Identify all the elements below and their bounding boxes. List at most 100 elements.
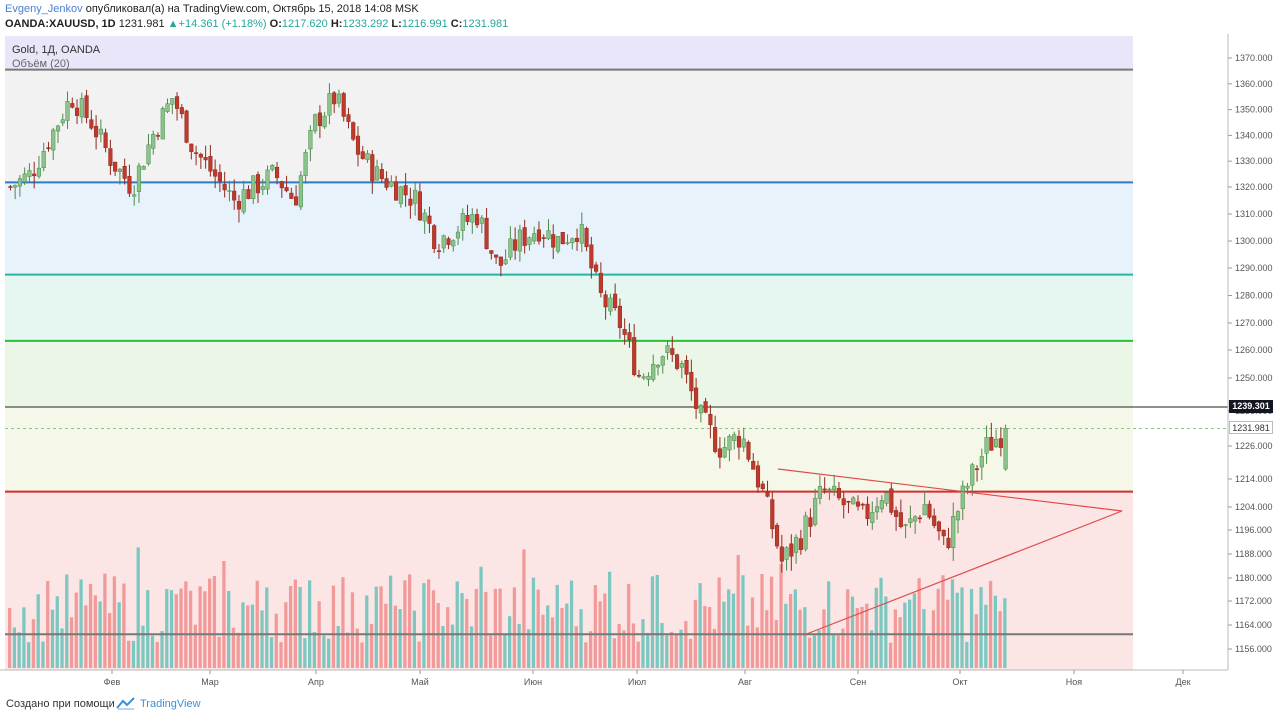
price-tick-label: 1290.000 (1235, 263, 1273, 273)
volume-bar (931, 610, 936, 668)
candle-body (208, 156, 213, 172)
candle-body (51, 129, 56, 151)
candle-body (294, 196, 299, 206)
candle-body (227, 190, 232, 192)
volume-bar (765, 610, 769, 668)
candle-body (827, 488, 832, 491)
candle-body (89, 119, 94, 129)
time-tick-label: Ноя (1066, 677, 1083, 687)
volume-bar (665, 635, 669, 668)
volume-bar (179, 588, 183, 668)
volume-bar (60, 628, 64, 668)
candle-body (70, 103, 75, 108)
author-link[interactable]: Evgeny_Jenkov (5, 3, 83, 15)
time-tick-label: Июл (628, 677, 646, 687)
candle-body (898, 512, 903, 527)
candle-body (970, 464, 975, 486)
price-axis: 1370.000 1360.000 1350.000 1340.000 1330.000… (1227, 34, 1280, 670)
volume-bar (750, 597, 755, 668)
candle-body (408, 198, 413, 206)
candle-body (536, 229, 542, 242)
volume-bar (846, 589, 850, 668)
candle-body (246, 189, 251, 200)
candle-body (822, 488, 827, 491)
volume-bar (574, 626, 578, 668)
volume-bar (246, 605, 250, 668)
tradingview-logo-icon[interactable] (116, 696, 136, 710)
candle-body (198, 153, 203, 158)
high-value: 1233.292 (342, 18, 389, 30)
volume-bar (155, 641, 159, 668)
candle-body (570, 238, 575, 244)
volume-bar (712, 628, 717, 668)
candle-body (855, 501, 861, 507)
volume-bar (522, 549, 526, 668)
candle-body (398, 186, 403, 204)
volume-bar (417, 641, 421, 668)
volume-bar (103, 573, 107, 668)
candle-body (289, 192, 294, 199)
candle-body (298, 175, 303, 208)
price-tick-label: 1320.000 (1235, 182, 1273, 192)
volume-bar (127, 640, 131, 668)
volume-bar (203, 591, 207, 668)
volume-bar (555, 584, 559, 668)
candle-body (946, 537, 951, 548)
volume-bar (731, 593, 736, 668)
candle-body (360, 151, 365, 159)
candle-body (517, 229, 522, 252)
candle-body (908, 518, 913, 523)
candle-body (527, 237, 532, 245)
time-axis-background (0, 670, 1228, 690)
candle-body (222, 184, 227, 191)
volume-bar (498, 588, 502, 668)
tradingview-link[interactable]: TradingView (140, 698, 201, 710)
price-chart[interactable]: 1370.000 1360.000 1350.000 1340.000 1330.000… (0, 34, 1280, 690)
candle-body (798, 538, 803, 550)
time-tick-label: Июн (524, 677, 542, 687)
candle-body (8, 186, 13, 188)
time-axis: Фев Мар Апр Май Июн Июл Авг Сен Окт Ноя Дек (0, 669, 1228, 690)
candle-body (665, 345, 670, 353)
volume-bar (379, 586, 383, 668)
volume-bar (388, 575, 393, 668)
volume-bar (231, 627, 236, 668)
band-0 (5, 36, 1133, 70)
volume-bar (484, 591, 488, 668)
candle-body (460, 213, 465, 231)
volume-bar (531, 577, 536, 668)
volume-bar (584, 642, 588, 668)
volume-bar (546, 605, 550, 668)
volume-bar (541, 614, 545, 668)
candle-body (441, 235, 446, 249)
candle-body (817, 485, 822, 499)
price-tick-label: 1250.000 (1235, 373, 1273, 383)
candle-body (417, 191, 422, 221)
price-tick-label: 1156.000 (1235, 644, 1272, 654)
volume-bar (17, 632, 21, 668)
volume-bar (517, 623, 521, 668)
price-tick-label: 1172.000 (1235, 596, 1272, 606)
time-tick-label: Мар (201, 677, 219, 687)
candle-body (179, 107, 184, 115)
candle-body (189, 143, 194, 152)
candle-body (522, 227, 527, 246)
candle-body (717, 448, 722, 458)
volume-bar (779, 563, 783, 668)
candle-body (432, 225, 437, 249)
candle-body (746, 441, 751, 460)
time-tick-label: Авг (738, 677, 753, 687)
volume-bar (336, 625, 340, 668)
candle-body (784, 547, 789, 560)
volume-bar (460, 593, 464, 668)
volume-bar (122, 583, 126, 668)
time-tick-label: Фев (104, 677, 121, 687)
candle-body (484, 217, 489, 249)
candle-body (808, 517, 813, 527)
volume-bar (784, 603, 788, 668)
volume-bar (88, 583, 93, 668)
candle-body (36, 167, 42, 177)
volume-bar (850, 596, 855, 668)
publish-line: Evgeny_Jenkov опубликовал(а) на TradingV… (5, 3, 419, 15)
candle-body (927, 503, 932, 518)
